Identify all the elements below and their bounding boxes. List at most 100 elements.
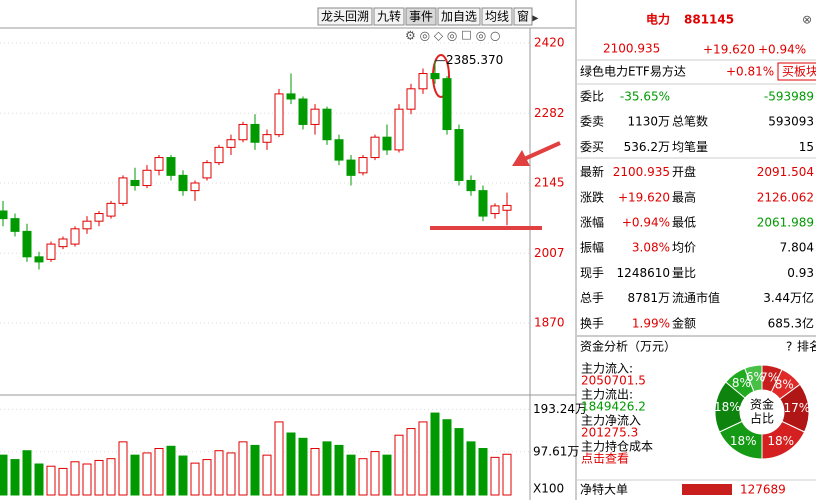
etf-name[interactable]: 绿色电力ETF易方达 [580,64,686,79]
volume-bar [202,459,212,496]
volume-bar [238,441,248,496]
funds-item-label: 主力净流入 [581,414,641,428]
candle-body [178,174,188,192]
price-tick-label: 2282 [534,106,565,120]
funds-item-value: 2050701.5 [581,374,646,388]
toolbar-button[interactable] [437,7,481,26]
candle-body [466,179,476,192]
toolbar-button[interactable] [481,7,513,26]
etf-button-label[interactable]: 买板块 [782,65,816,79]
funds-rank[interactable]: 排名 [797,339,816,354]
volume-bar [382,454,392,496]
row-label: 委买 [580,140,604,154]
candle-body [334,139,344,161]
toolbar-button-label[interactable]: 均线 [485,10,509,24]
candle-body [190,182,200,192]
volume-bar [226,452,236,496]
donut-center: 资金 [750,397,774,412]
volume-bar [0,454,8,496]
arrow-head [512,150,530,166]
donut-label: 8% [732,376,751,390]
volume-bar [466,441,476,496]
candle-body [34,256,44,263]
volume-bar [82,463,92,496]
volume-bar [310,448,320,496]
toolbar-button-label[interactable]: 龙头回溯 [321,9,369,24]
candle-body [478,190,488,217]
funds-item-value: 201275.3 [581,426,638,440]
volume-bar [58,467,68,496]
price-tick-label: 2007 [534,246,565,260]
candle-body [394,108,404,151]
toolbar-button[interactable] [513,7,533,26]
row-label: 换手 [580,316,604,330]
row-value2: 0.93 [787,266,814,280]
row-label2: 金额 [672,315,696,330]
volume-bar [178,455,188,496]
row-label: 总手 [580,291,604,305]
row-label2: 最低 [672,216,696,230]
candle-body [310,108,320,125]
volume-bar [250,444,260,496]
bottom-label: 净特大单 [580,482,628,497]
volume-bar [430,412,440,496]
arrow-shaft [521,141,561,162]
row-value2: -593989 [764,90,814,104]
bottom-bar [682,484,732,495]
candle-body [382,136,392,151]
candle-body [202,162,212,179]
close-icon[interactable]: ⊗ [802,13,812,27]
candle-body [0,210,8,220]
volume-bar [370,451,380,496]
toolbar-icons[interactable]: ⚙ ◎ ◇ ◎ ☐ ◎ ○ [405,29,501,43]
change-pct: +0.94% [758,43,806,57]
toolbar-button[interactable] [373,7,405,26]
row-label: 振幅 [580,240,604,255]
candle-body [214,146,224,164]
volume-bar [406,428,416,496]
row-label2: 最高 [672,189,696,204]
toolbar-button-label[interactable]: 窗 [517,10,529,24]
etf-button[interactable] [777,62,816,81]
funds-item-value: 1849426.2 [581,400,646,414]
candle-body [502,204,512,211]
volume-bar [346,454,356,496]
toolbar-button-label[interactable]: 九转 [377,9,401,24]
candle-body [58,238,68,248]
candle-body [22,230,32,258]
toolbar-button-label[interactable]: 事件 [409,10,433,24]
candle-body [82,220,92,230]
stock-name: 电力 [646,12,670,27]
toolbar-button[interactable] [317,7,373,26]
candle-body [490,205,500,215]
funds-help[interactable]: ? [786,340,792,354]
toolbar-button[interactable] [405,7,437,26]
funds-item-value[interactable]: 点击查看 [581,452,629,466]
volume-bar [142,452,152,496]
volume-bar [442,419,452,496]
donut-label: 8% [775,378,794,392]
candle-body [346,159,356,176]
row-value2: 593093 [768,115,814,129]
volume-bar [94,459,104,496]
funds-item-label: 主力流出: [581,388,633,402]
row-label: 现手 [580,266,604,280]
candle-body [142,169,152,187]
row-value: 2100.935 [613,165,670,179]
candle-body [286,93,296,100]
candle-body [322,108,332,141]
volume-bar [454,428,464,496]
row-value: +19.620 [618,190,670,204]
candle-body [418,73,428,90]
candle-body [166,157,176,176]
volume-bar [130,454,140,496]
price-tick-label: 2145 [534,176,565,190]
candle-body [262,134,272,143]
row-label2: 量比 [672,266,696,280]
price-tick-label: 2420 [534,36,565,50]
etf-pct: +0.81% [726,65,774,79]
volume-bar [10,459,20,496]
volume-bar [118,441,128,496]
toolbar-button-label[interactable]: 加自选 [441,10,477,24]
volume-bar [214,450,224,496]
